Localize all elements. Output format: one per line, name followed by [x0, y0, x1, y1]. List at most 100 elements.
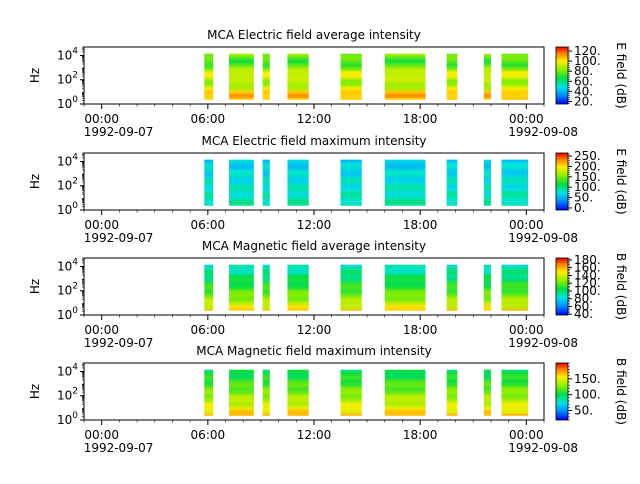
x-tick-label: 00:00	[84, 112, 119, 126]
axes-frame	[83, 362, 545, 421]
data-block-4	[287, 264, 309, 311]
y-axis-label: Hz	[28, 174, 42, 189]
y-tick-label: 100	[57, 306, 78, 322]
x-date-right: 1992-09-08	[508, 231, 578, 245]
data-block-3	[262, 369, 270, 416]
data-block-8	[483, 53, 491, 100]
data-block-6	[384, 53, 426, 100]
y-tick-label: 104	[57, 152, 78, 168]
data-block-4	[287, 53, 309, 100]
colorbar-tick-label: 150.	[574, 170, 601, 184]
colorbar: 0.50.100.150.200.250. E field (dB)	[555, 148, 628, 215]
panel-4: MCA Magnetic field maximum intensity 100 1…	[28, 344, 628, 455]
y-axis-label: Hz	[28, 384, 42, 399]
colorbar-tick-label: 120.	[574, 276, 601, 290]
x-tick-label: 06:00	[191, 428, 226, 442]
data-block-6	[384, 159, 426, 206]
data-block-8	[483, 264, 491, 311]
data-block-2	[229, 264, 254, 311]
data-block-3	[262, 264, 270, 311]
y-axis-label: Hz	[28, 68, 42, 83]
y-tick-label: 102	[57, 282, 78, 298]
x-date-right: 1992-09-08	[508, 336, 578, 350]
data-block-4	[287, 369, 309, 416]
colorbar-tick-label: 40.	[574, 84, 593, 98]
data-block-4	[287, 159, 309, 206]
x-date-left: 1992-09-07	[84, 231, 154, 245]
data-block-8	[483, 159, 491, 206]
colorbar: 40.60.80.100.120.140.160.180. B field (dB…	[555, 253, 628, 321]
panel-2: MCA Electric field maximum intensity 100 1…	[28, 134, 628, 245]
y-tick-label: 100	[57, 411, 78, 427]
data-block-7	[446, 53, 458, 100]
x-tick-label: 12:00	[297, 323, 332, 337]
data-block-1	[204, 369, 214, 416]
data-block-2	[229, 53, 254, 100]
colorbar-tick-label: 80.	[574, 292, 593, 306]
axes-frame	[83, 257, 545, 316]
colorbar-tick-label: 40.	[574, 307, 593, 321]
x-tick-label: 18:00	[403, 323, 438, 337]
y-tick-label: 102	[57, 177, 78, 193]
data-block-3	[262, 159, 270, 206]
x-tick-label: 18:00	[403, 428, 438, 442]
data-block-5	[340, 264, 362, 311]
y-axis-label: Hz	[28, 279, 42, 294]
x-date-right: 1992-09-08	[508, 125, 578, 139]
colorbar-tick-label: 200.	[574, 159, 601, 173]
colorbar-tick-label: 100.	[574, 284, 601, 298]
data-block-1	[204, 264, 214, 311]
colorbar-tick-label: 180.	[574, 253, 601, 267]
colorbar-tick-label: 60.	[574, 74, 593, 88]
colorbar-tick-label: 100.	[574, 388, 601, 402]
data-block-9	[501, 264, 529, 311]
x-date-left: 1992-09-07	[84, 441, 154, 455]
x-tick-label: 00:00	[84, 218, 119, 232]
axes-frame	[83, 46, 545, 105]
colorbar-tick-label: 120.	[574, 44, 601, 58]
x-tick-label: 12:00	[297, 218, 332, 232]
y-tick-label: 102	[57, 71, 78, 87]
data-block-2	[229, 369, 254, 416]
x-date-left: 1992-09-07	[84, 336, 154, 350]
x-tick-label: 00:00	[509, 428, 544, 442]
x-tick-label: 00:00	[509, 323, 544, 337]
colorbar-tick-label: 50.	[574, 191, 593, 205]
data-block-3	[262, 53, 270, 100]
x-date-left: 1992-09-07	[84, 125, 154, 139]
x-tick-label: 12:00	[297, 428, 332, 442]
colorbar-tick-label: 160.	[574, 261, 601, 275]
y-tick-label: 100	[57, 201, 78, 217]
x-tick-label: 18:00	[403, 112, 438, 126]
x-tick-label: 06:00	[191, 218, 226, 232]
data-block-6	[384, 369, 426, 416]
panel-title: MCA Magnetic field average intensity	[202, 239, 426, 253]
data-block-9	[501, 53, 529, 100]
colorbar-tick-label: 80.	[574, 64, 593, 78]
data-block-9	[501, 369, 529, 416]
x-tick-label: 06:00	[191, 323, 226, 337]
data-block-1	[204, 159, 214, 206]
colorbar-tick-label: 100.	[574, 54, 601, 68]
data-block-8	[483, 369, 491, 416]
data-block-5	[340, 53, 362, 100]
x-tick-label: 06:00	[191, 112, 226, 126]
colorbar: 20.40.60.80.100.120. E field (dB)	[555, 42, 628, 109]
data-block-6	[384, 264, 426, 311]
x-tick-label: 00:00	[509, 218, 544, 232]
colorbar-tick-label: 50.	[574, 404, 593, 418]
data-block-7	[446, 159, 458, 206]
x-tick-label: 12:00	[297, 112, 332, 126]
data-block-7	[446, 369, 458, 416]
colorbar-tick-label: 150.	[574, 372, 601, 386]
data-block-1	[204, 53, 214, 100]
colorbar-tick-label: 0.	[574, 201, 585, 215]
colorbar-label: B field (dB)	[614, 253, 628, 320]
panel-3: MCA Magnetic field average intensity 100 1…	[28, 239, 628, 350]
y-tick-label: 104	[57, 257, 78, 273]
data-block-5	[340, 369, 362, 416]
panel-title: MCA Magnetic field maximum intensity	[196, 344, 432, 358]
y-tick-label: 104	[57, 362, 78, 378]
colorbar: 50. 100. 150. B field (dB)	[555, 358, 628, 425]
